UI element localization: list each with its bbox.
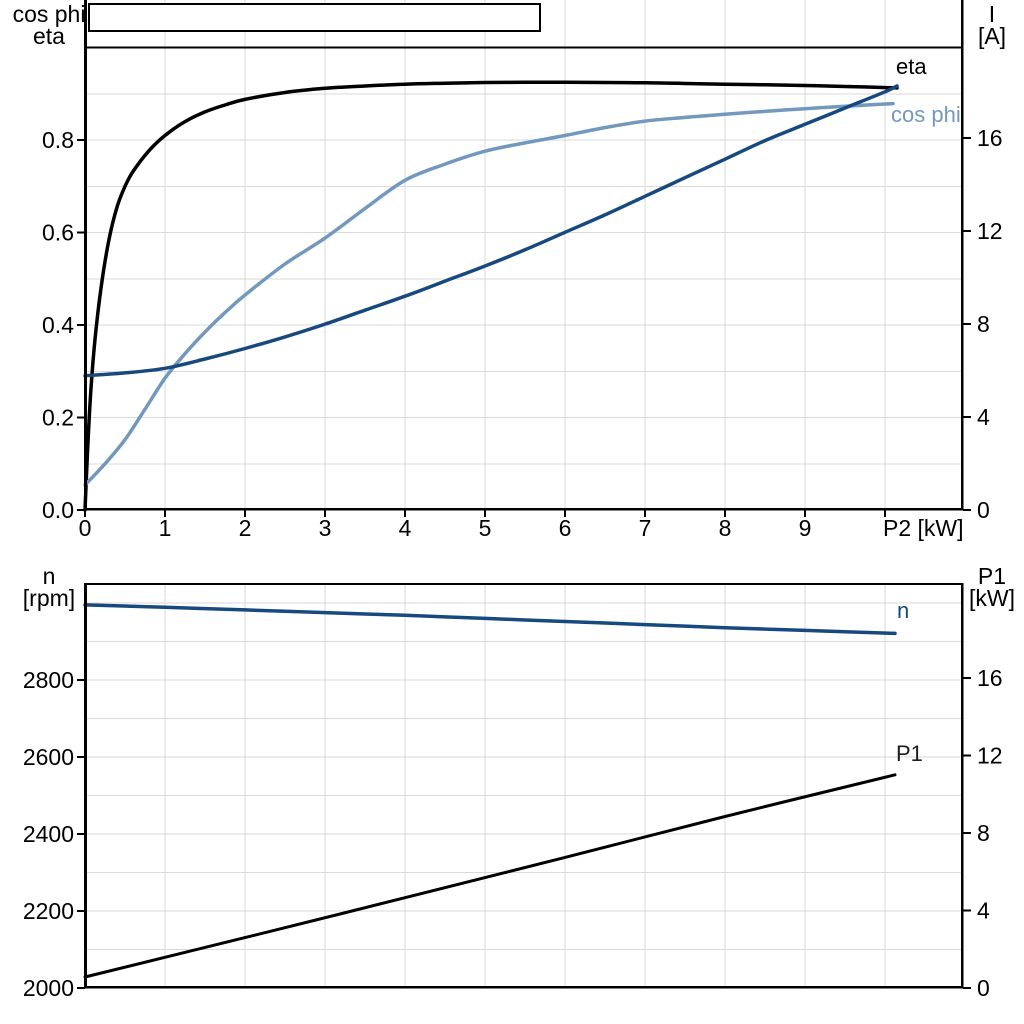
svg-text:7: 7 bbox=[639, 515, 652, 541]
svg-text:2400: 2400 bbox=[23, 821, 74, 847]
axis-unit-cosphi: cos phi bbox=[12, 1, 86, 27]
svg-text:2000: 2000 bbox=[23, 975, 74, 1001]
p1-curve-label: P1 bbox=[896, 741, 923, 766]
axis-unit-kw: [kW] bbox=[969, 585, 1015, 611]
svg-text:8: 8 bbox=[719, 515, 732, 541]
n-curve-label: n bbox=[897, 598, 910, 623]
svg-text:5: 5 bbox=[479, 515, 492, 541]
bottom-right-axis-unit: P1 [kW] bbox=[962, 563, 1022, 611]
svg-text:12: 12 bbox=[977, 218, 1003, 244]
svg-text:9: 9 bbox=[799, 515, 812, 541]
axis-unit-rpm: [rpm] bbox=[22, 585, 76, 611]
cos-phi-curve-label: cos phi bbox=[891, 102, 961, 127]
gridlines-bottom bbox=[85, 583, 963, 988]
svg-text:2200: 2200 bbox=[23, 898, 74, 924]
curve-cos-phi bbox=[83, 101, 895, 487]
svg-text:2800: 2800 bbox=[23, 667, 74, 693]
bottom-left-axis-unit: n [rpm] bbox=[6, 563, 92, 611]
svg-text:0.8: 0.8 bbox=[42, 127, 74, 153]
top-left-axis-unit: cos phi eta bbox=[6, 1, 92, 49]
svg-text:12: 12 bbox=[977, 742, 1003, 768]
svg-text:3: 3 bbox=[319, 515, 332, 541]
axis-unit-eta: eta bbox=[33, 23, 65, 49]
svg-text:0: 0 bbox=[977, 497, 990, 523]
svg-text:0.2: 0.2 bbox=[42, 405, 74, 431]
svg-text:2: 2 bbox=[239, 515, 252, 541]
svg-text:1: 1 bbox=[159, 515, 172, 541]
axes-bottom bbox=[77, 583, 971, 989]
curve-i bbox=[83, 84, 899, 378]
svg-text:0: 0 bbox=[79, 515, 92, 541]
gridlines-top bbox=[85, 0, 963, 510]
svg-text:4: 4 bbox=[977, 897, 990, 923]
curve-p1 bbox=[83, 773, 897, 979]
top-right-axis-unit: I [A] bbox=[963, 1, 1021, 49]
eta-curve-label: eta bbox=[896, 54, 927, 79]
svg-text:8: 8 bbox=[977, 311, 990, 337]
svg-text:0.4: 0.4 bbox=[42, 312, 74, 338]
chart-title-box: TP80-250/2 + 132SE 7.5 kW 3*400 V, 50 Hz bbox=[88, 3, 541, 32]
svg-text:P2 [kW]: P2 [kW] bbox=[883, 515, 964, 541]
svg-text:0: 0 bbox=[977, 975, 990, 1001]
axis-unit-p1: P1 bbox=[977, 563, 1007, 589]
curve-eta bbox=[83, 80, 899, 512]
chart-title: TP80-250/2 + 132SE 7.5 kW 3*400 V, 50 Hz bbox=[121, 30, 541, 32]
panel-bottom: 2000 2200 2400 2600 2800 0 4 8 12 16 bbox=[23, 583, 1003, 1001]
svg-text:8: 8 bbox=[977, 820, 990, 846]
tick-labels-bottom: 2000 2200 2400 2600 2800 0 4 8 12 16 bbox=[23, 665, 1003, 1001]
svg-text:4: 4 bbox=[399, 515, 412, 541]
svg-text:2600: 2600 bbox=[23, 744, 74, 770]
svg-text:4: 4 bbox=[977, 404, 990, 430]
svg-text:0.6: 0.6 bbox=[42, 220, 74, 246]
axis-unit-ampere: [A] bbox=[977, 23, 1007, 49]
curve-n bbox=[83, 603, 897, 636]
svg-text:16: 16 bbox=[977, 125, 1003, 151]
svg-text:0.0: 0.0 bbox=[42, 497, 74, 523]
axis-unit-n: n bbox=[42, 563, 56, 589]
axis-unit-current: I bbox=[988, 1, 996, 27]
svg-text:16: 16 bbox=[977, 665, 1003, 691]
svg-text:6: 6 bbox=[559, 515, 572, 541]
axes-top bbox=[77, 0, 971, 517]
